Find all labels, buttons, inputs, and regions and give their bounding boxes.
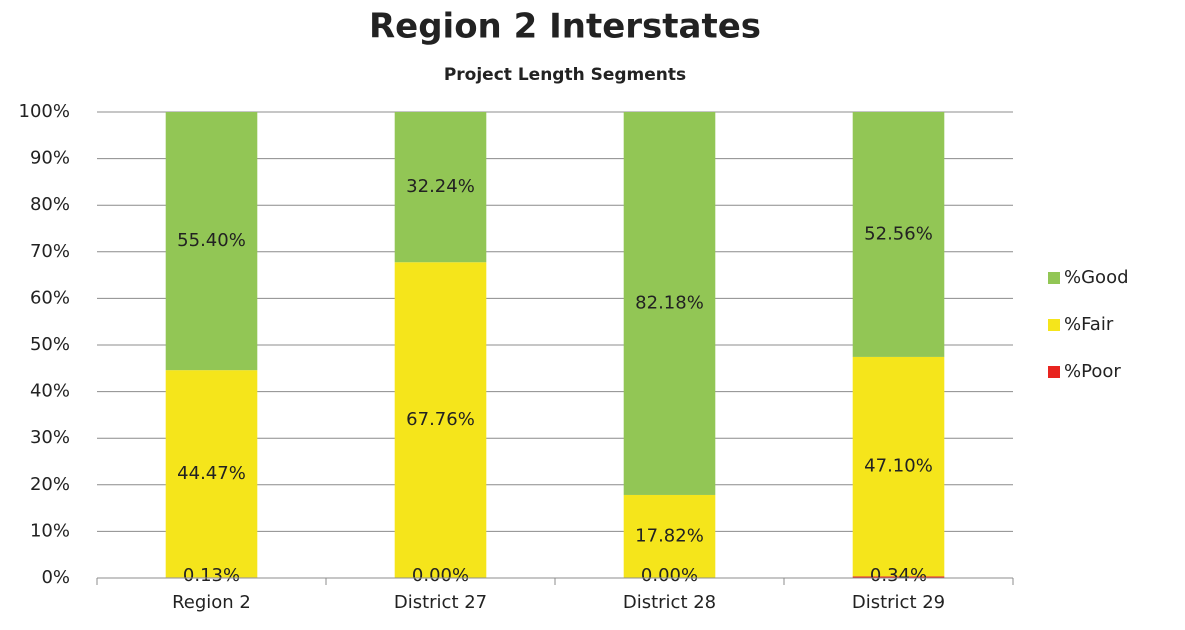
value-label: 67.76% — [406, 409, 475, 430]
y-tick-label: 70% — [30, 241, 70, 262]
value-label: 17.82% — [635, 525, 704, 546]
y-tick-label: 40% — [30, 381, 70, 402]
bar-segment — [394, 262, 487, 578]
value-label: 44.47% — [177, 463, 246, 484]
bar-segment — [165, 370, 258, 578]
value-label: 47.10% — [864, 456, 933, 477]
value-label: 82.18% — [635, 292, 704, 313]
value-label: 0.00% — [641, 565, 698, 586]
bar-segment — [852, 112, 945, 357]
value-label: 32.24% — [406, 176, 475, 197]
y-tick-label: 90% — [30, 148, 70, 169]
x-tick-label: District 28 — [623, 592, 716, 613]
x-tick-label: District 29 — [852, 592, 945, 613]
chart-title: Region 2 Interstates — [369, 7, 761, 47]
bar-segment — [852, 576, 945, 578]
x-tick-label: District 27 — [394, 592, 487, 613]
legend-label: %Fair — [1064, 314, 1114, 335]
legend-swatch — [1048, 319, 1060, 331]
value-label: 55.40% — [177, 230, 246, 251]
y-tick-label: 20% — [30, 474, 70, 495]
bar-segment — [165, 112, 258, 371]
y-tick-label: 30% — [30, 427, 70, 448]
legend-swatch — [1048, 272, 1060, 284]
value-label: 0.13% — [183, 565, 240, 586]
value-label: 0.00% — [412, 565, 469, 586]
y-tick-label: 60% — [30, 287, 70, 308]
y-tick-label: 0% — [41, 567, 70, 588]
legend-swatch — [1048, 366, 1060, 378]
bar-segment — [623, 494, 716, 578]
x-tick-label: Region 2 — [172, 592, 251, 613]
bar-segment — [623, 112, 716, 495]
value-label: 52.56% — [864, 223, 933, 244]
y-tick-label: 10% — [30, 520, 70, 541]
value-label: 0.34% — [870, 565, 927, 586]
y-tick-label: 80% — [30, 194, 70, 215]
chart-subtitle: Project Length Segments — [444, 65, 686, 85]
bar-segment — [852, 356, 945, 577]
bar-segment — [394, 112, 487, 263]
legend-label: %Poor — [1064, 361, 1121, 382]
y-tick-label: 50% — [30, 334, 70, 355]
y-tick-label: 100% — [19, 101, 70, 122]
legend-label: %Good — [1064, 267, 1129, 288]
